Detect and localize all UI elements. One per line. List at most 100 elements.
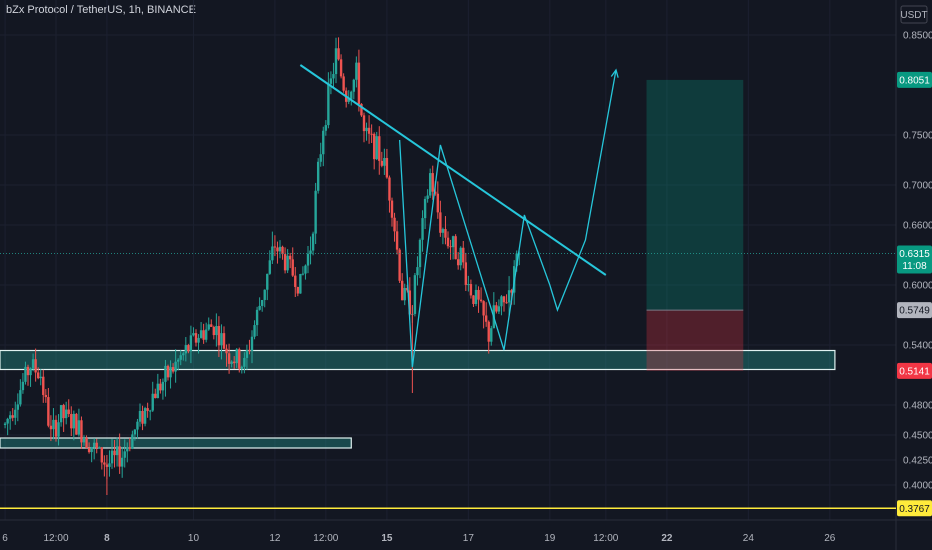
y-tick-4: 0.6000 [903, 281, 932, 292]
candle-body-45 [118, 446, 121, 467]
candle-body-19 [52, 419, 55, 430]
profit-zone [646, 79, 744, 311]
candle-body-133 [342, 76, 345, 91]
price-tag-1: 0.6315 [899, 249, 930, 260]
candle-body-202 [518, 253, 521, 255]
y-tick-1: 0.7500 [903, 131, 932, 142]
candle-body-150 [385, 157, 389, 178]
candle-body-175 [449, 246, 452, 248]
candle-body-197 [505, 302, 508, 304]
x-tick-4: 12 [269, 533, 281, 544]
candle-body-113 [291, 259, 294, 276]
currency-text: USDT [900, 10, 927, 21]
candle-body-130 [334, 48, 338, 75]
candle-body-145 [372, 133, 376, 160]
candle-body-158 [406, 287, 409, 291]
candle-body-187 [479, 299, 483, 302]
x-tick-0: 6 [2, 533, 8, 544]
candle-body-104 [268, 260, 272, 274]
candle-body-48 [126, 447, 129, 452]
candle-body-100 [258, 305, 261, 310]
candle-body-199 [510, 290, 513, 293]
candle-body-92 [238, 349, 241, 369]
candle-body-170 [436, 193, 440, 213]
y-tick-2: 0.7000 [903, 181, 932, 192]
candle-body-6 [19, 390, 22, 405]
candle-body-182 [467, 284, 470, 286]
candle-body-35 [92, 442, 96, 448]
candle-body-14 [39, 376, 42, 379]
support-zone-0 [0, 349, 836, 371]
x-tick-1: 12:00 [43, 533, 68, 544]
x-tick-12: 26 [824, 533, 836, 544]
candle-body-185 [474, 289, 478, 304]
candle-body-127 [327, 83, 330, 126]
candle-body-174 [446, 237, 450, 247]
candle-body-60 [156, 383, 160, 399]
candle-body-191 [490, 328, 493, 342]
x-tick-11: 24 [743, 533, 755, 544]
candle-body-87 [225, 348, 228, 354]
candle-body-122 [314, 190, 317, 234]
candle-body-146 [375, 136, 378, 160]
candle-body-85 [220, 333, 223, 346]
candle-body-143 [367, 127, 371, 134]
candle-body-119 [306, 253, 310, 266]
candle-body-54 [141, 410, 144, 424]
projection-arrowhead [610, 68, 619, 78]
candle-body-107 [276, 247, 279, 252]
candle-body-94 [243, 357, 246, 367]
candle-body-73 [189, 335, 193, 352]
candle-body-183 [469, 284, 473, 296]
candle-body-13 [36, 372, 40, 379]
y-tick-3: 0.6600 [903, 221, 932, 232]
candle-body-0 [3, 423, 7, 425]
candle-body-22 [59, 405, 63, 423]
candle-body-71 [184, 345, 188, 354]
y-tick-9: 0.4000 [903, 481, 932, 492]
candle-body-93 [240, 366, 244, 369]
candle-body-120 [309, 250, 312, 254]
candle-body-78 [202, 330, 205, 340]
candle-body-61 [159, 383, 162, 391]
price-tag-bg-5 [897, 500, 932, 517]
candle-body-58 [151, 393, 154, 411]
candle-body-109 [281, 246, 284, 255]
candle-body-74 [192, 333, 195, 336]
candle-body-173 [444, 229, 447, 238]
candle-body-132 [339, 59, 343, 77]
candle-body-12 [34, 359, 37, 373]
candle-body-23 [62, 405, 65, 419]
long-position-tool [646, 79, 744, 371]
candle-body-38 [100, 447, 104, 463]
candle-body-49 [128, 447, 132, 449]
candle-body-161 [413, 275, 417, 314]
candle-body-10 [29, 368, 32, 376]
candle-body-129 [332, 74, 335, 79]
candle-body-166 [426, 195, 429, 199]
candle-body-106 [273, 246, 277, 248]
candle-body-105 [271, 246, 274, 261]
x-tick-6: 15 [381, 533, 393, 544]
price-tag-3: 0.5749 [899, 306, 930, 317]
candle-body-193 [495, 305, 498, 312]
price-axis: 0.8500 0.7500 0.7000 0.6600 0.6000 0.5400 0.48… [903, 31, 932, 492]
candle-body-26 [70, 414, 73, 429]
candle-body-124 [319, 154, 322, 162]
x-tick-9: 12:00 [593, 533, 618, 544]
candle-body-111 [286, 255, 289, 271]
candle-body-140 [360, 103, 363, 116]
candle-body-62 [161, 381, 165, 391]
candle-body-117 [301, 273, 305, 275]
x-tick-3: 10 [188, 533, 200, 544]
candle-body-56 [146, 408, 149, 411]
candle-body-69 [179, 355, 182, 360]
candle-body-9 [26, 366, 30, 376]
candle-body-25 [67, 409, 70, 415]
support-zones [0, 349, 896, 510]
currency-label[interactable]: USDT [900, 5, 928, 24]
drawings [299, 64, 619, 368]
candle-body-169 [434, 191, 437, 194]
candle-body-28 [75, 413, 78, 435]
